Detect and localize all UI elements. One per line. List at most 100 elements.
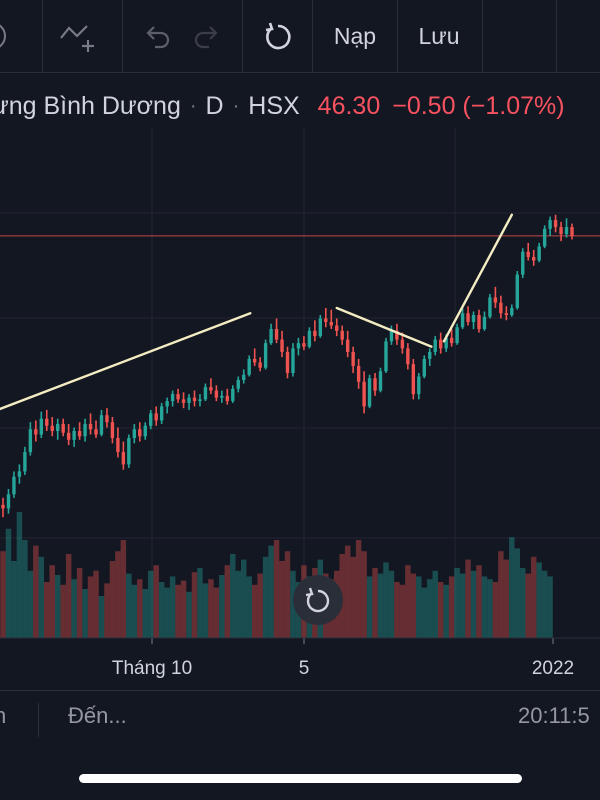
volume-bar [372,568,378,638]
candle-body [187,397,191,403]
volume-bar [147,570,154,638]
volume-bar [38,556,45,638]
candle-body [433,339,437,352]
candle-body [231,388,235,402]
candle-body [176,394,180,400]
symbol-name: ựng Bình Dương [0,91,181,120]
candle-body [165,401,169,407]
volume-bar [487,579,493,638]
volume-bar [246,576,252,638]
home-indicator[interactable] [79,774,522,783]
candle-body [471,314,476,323]
volume-bar [284,551,291,638]
save-button[interactable]: Lưu [418,22,460,49]
candle-body [406,348,410,365]
volume-bar [126,573,132,638]
volume-bar [437,582,444,638]
volume-bar [22,540,28,638]
candle-body [499,302,503,314]
candle-body [132,429,137,439]
symbol-legend[interactable]: ựng Bình Dương · D · HSX 46.30 −0.50 (−1… [0,88,565,124]
volume-bar [76,568,83,638]
volume-bar [158,582,165,638]
volume-bar [268,545,274,638]
compare-icon [60,25,94,52]
range-button-partial[interactable]: n [0,703,7,728]
compare-button[interactable] [50,0,106,72]
candle-body [274,329,279,340]
candle-body [77,431,82,437]
candle-body [242,374,246,381]
candle-body [214,390,219,398]
volume-bar [416,576,422,638]
redo-button[interactable] [188,0,228,72]
volume-bar [547,576,553,638]
volume-bar [82,589,88,638]
candle-body [329,322,333,326]
candle-body [488,297,492,317]
candle-body [570,227,574,236]
add-indicator-icon [0,24,6,48]
volume-bar [459,573,466,638]
candle-body [83,423,87,437]
volume-bar [0,551,6,638]
volume-bar [49,565,55,638]
candle-body [88,423,93,430]
volume-bar [104,583,110,638]
volume-bar [427,579,433,638]
candle-body [532,256,536,261]
candle-body [526,251,530,257]
volume-bar [191,572,198,638]
volume-bar [344,545,351,638]
candle-body [537,246,541,261]
volume-bar [394,582,400,638]
candle-body [335,325,339,331]
volume-bar [109,561,116,638]
candle-body [400,339,405,349]
candle-body [466,313,470,323]
candle-body [39,418,43,435]
undo-button[interactable] [136,0,176,72]
candle-body [1,504,5,509]
volume-bar [98,596,105,638]
volume-bar [514,548,521,638]
candle-body [307,330,312,347]
volume-bar [257,573,263,638]
candle-body [105,415,109,423]
volume-bar [164,587,170,638]
candle-body [110,422,115,439]
candle-body [220,395,224,398]
candle-body [61,423,65,433]
candle-body [258,362,262,368]
candle-body [318,318,323,337]
add-indicator-button[interactable] [0,0,14,72]
candle-body [170,394,175,402]
candle-body [504,313,509,315]
candle-body [367,378,372,407]
volume-bar [224,565,231,638]
go-to-date-button[interactable]: Đến... [68,703,127,728]
candle-body [477,314,481,330]
candle-body [50,425,54,432]
candle-body [548,220,552,229]
volume-bar [202,583,209,638]
volume-bar [213,587,220,638]
volume-bar [399,584,406,638]
volume-bar [454,568,460,638]
volume-bar [355,540,362,638]
reset-chart-button[interactable] [258,0,298,72]
volume-bar [208,579,214,638]
volume-bar [361,551,367,638]
volume-bar [44,582,50,638]
top-toolbar: Nạp Lưu [0,0,600,72]
load-button[interactable]: Nạp [333,22,377,49]
volume-bar [541,570,548,638]
volume-bar [525,573,531,638]
candle-body [203,387,208,400]
candle-body [225,395,230,402]
candle-body [373,378,377,391]
candle-body [116,438,120,453]
candle-body [395,330,399,340]
reset-scale-button[interactable] [293,575,343,625]
volume-bar [230,554,236,638]
